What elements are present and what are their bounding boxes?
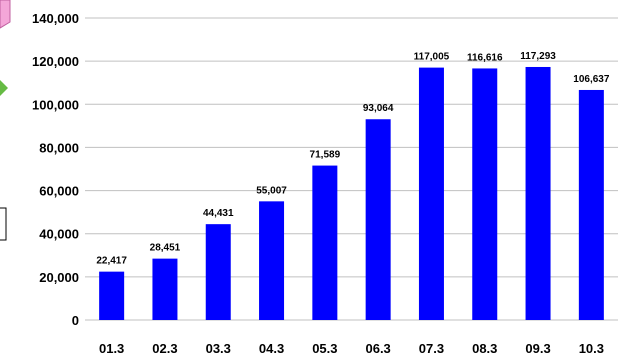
x-category-label: 09.3 — [525, 341, 550, 356]
data-label: 117,005 — [414, 52, 450, 63]
data-label: 93,064 — [363, 103, 394, 114]
data-label: 44,431 — [203, 208, 234, 219]
bar — [99, 271, 125, 320]
x-category-label: 04.3 — [259, 341, 284, 356]
x-axis-categories: 01.3 02.3 03.3 04.3 05.3 06.3 07.3 08.3 09.3 10.3 — [99, 341, 604, 356]
x-category-label: 06.3 — [365, 341, 390, 356]
y-axis-ticks: 0 20,000 40,000 60,000 80,000 100,000 120,000 1… — [32, 11, 79, 328]
data-label: 106,637 — [573, 74, 610, 85]
edge-decoration-pink — [0, 0, 11, 29]
y-tick-label: 0 — [72, 313, 79, 328]
y-tick-label: 60,000 — [39, 184, 79, 199]
x-category-label: 10.3 — [579, 341, 604, 356]
edge-decoration-box — [0, 207, 7, 241]
x-category-label: 07.3 — [419, 341, 444, 356]
bar — [418, 67, 444, 320]
y-tick-label: 100,000 — [32, 97, 79, 112]
x-category-label: 08.3 — [472, 341, 497, 356]
y-tick-label: 20,000 — [39, 270, 79, 285]
bar — [472, 68, 498, 320]
bar — [525, 66, 551, 321]
data-label: 71,589 — [310, 150, 341, 161]
data-labels: 22,417 28,451 44,431 55,007 71,589 93,064 117,… — [96, 51, 610, 267]
bar — [205, 224, 231, 320]
bar — [152, 258, 178, 320]
x-category-label: 03.3 — [206, 341, 231, 356]
bar — [578, 89, 604, 321]
bar — [259, 201, 285, 320]
edge-decoration-green — [0, 80, 8, 96]
bars — [99, 66, 604, 321]
data-label: 28,451 — [150, 243, 181, 254]
y-tick-label: 120,000 — [32, 54, 79, 69]
data-label: 117,293 — [520, 51, 556, 62]
bar — [365, 119, 391, 321]
data-label: 116,616 — [467, 52, 503, 63]
y-tick-label: 80,000 — [39, 140, 79, 155]
y-tick-label: 140,000 — [32, 11, 79, 26]
y-tick-label: 40,000 — [39, 227, 79, 242]
x-category-label: 05.3 — [312, 341, 337, 356]
x-category-label: 02.3 — [152, 341, 177, 356]
x-category-label: 01.3 — [99, 341, 124, 356]
bar — [312, 165, 338, 320]
data-label: 22,417 — [96, 256, 127, 267]
data-label: 55,007 — [256, 185, 287, 196]
